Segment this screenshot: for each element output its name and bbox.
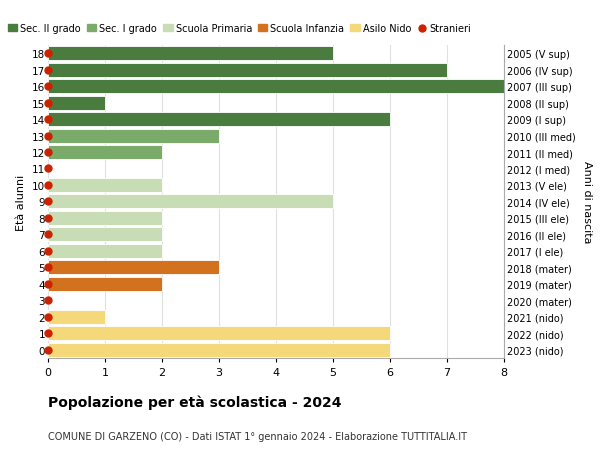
Text: COMUNE DI GARZENO (CO) - Dati ISTAT 1° gennaio 2024 - Elaborazione TUTTITALIA.IT: COMUNE DI GARZENO (CO) - Dati ISTAT 1° g…	[48, 431, 467, 442]
Point	[43, 100, 53, 107]
Y-axis label: Anni di nascita: Anni di nascita	[582, 161, 592, 243]
Point	[43, 198, 53, 206]
Point	[43, 165, 53, 173]
Point	[43, 297, 53, 304]
Bar	[48, 244, 162, 258]
Bar	[48, 63, 447, 78]
Point	[43, 247, 53, 255]
Bar	[48, 310, 105, 324]
Bar	[48, 195, 333, 209]
Bar	[48, 113, 390, 127]
Text: Popolazione per età scolastica - 2024: Popolazione per età scolastica - 2024	[48, 395, 341, 409]
Point	[43, 50, 53, 58]
Point	[43, 149, 53, 157]
Point	[43, 346, 53, 353]
Bar	[48, 261, 219, 274]
Bar	[48, 277, 162, 291]
Point	[43, 264, 53, 271]
Bar	[48, 343, 390, 357]
Bar	[48, 96, 105, 110]
Point	[43, 182, 53, 189]
Bar	[48, 146, 162, 160]
Point	[43, 280, 53, 288]
Bar	[48, 179, 162, 192]
Point	[43, 83, 53, 90]
Point	[43, 116, 53, 123]
Point	[43, 313, 53, 321]
Legend: Sec. II grado, Sec. I grado, Scuola Primaria, Scuola Infanzia, Asilo Nido, Stran: Sec. II grado, Sec. I grado, Scuola Prim…	[4, 20, 475, 38]
Bar	[48, 47, 333, 61]
Point	[43, 330, 53, 337]
Bar	[48, 326, 390, 341]
Bar	[48, 212, 162, 225]
Bar	[48, 129, 219, 143]
Point	[43, 133, 53, 140]
Bar	[48, 80, 504, 94]
Point	[43, 231, 53, 239]
Y-axis label: Età alunni: Età alunni	[16, 174, 26, 230]
Point	[43, 215, 53, 222]
Point	[43, 67, 53, 74]
Bar	[48, 228, 162, 242]
